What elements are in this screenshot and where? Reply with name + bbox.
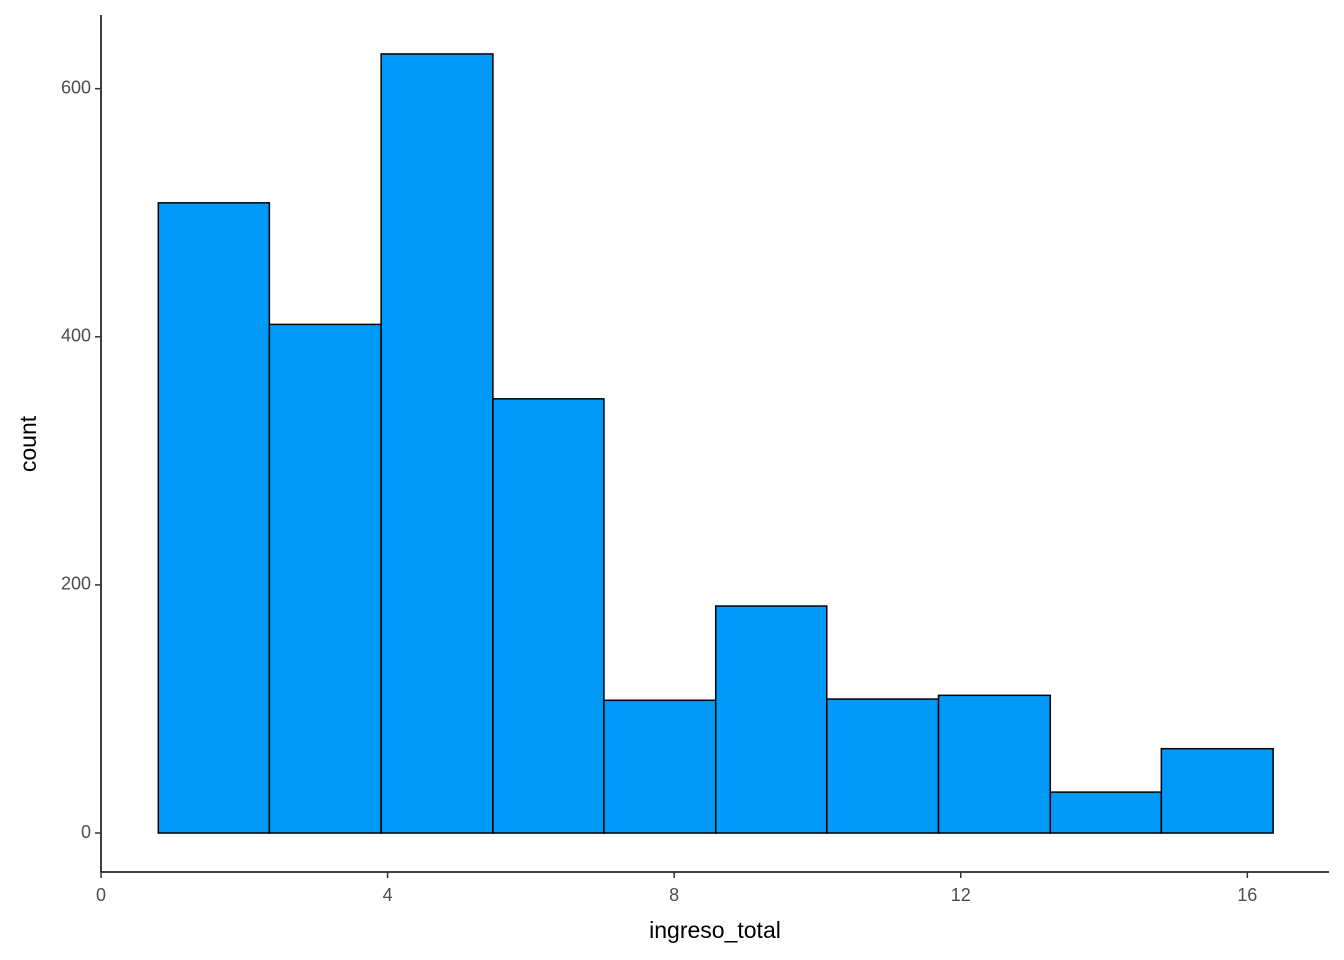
y-tick-label: 200: [61, 574, 91, 594]
x-axis-title: ingreso_total: [649, 917, 781, 943]
x-tick-label: 0: [96, 885, 106, 905]
bar: [1049, 791, 1163, 834]
bar: [380, 53, 494, 834]
bar: [1160, 747, 1274, 834]
bar: [937, 694, 1052, 834]
x-tick-label: 8: [669, 885, 679, 905]
x-tick-label: 4: [383, 885, 393, 905]
x-tick-label: 16: [1237, 885, 1257, 905]
bar: [268, 323, 382, 834]
y-tick-label: 400: [61, 326, 91, 346]
y-axis-title: count: [15, 415, 41, 472]
bar: [714, 605, 828, 834]
bar: [603, 699, 717, 834]
x-tick-label: 12: [951, 885, 971, 905]
bar: [492, 398, 605, 834]
bar: [826, 698, 940, 834]
bar: [157, 202, 271, 834]
y-tick-label: 600: [61, 77, 91, 97]
y-tick-label: 0: [81, 822, 91, 842]
